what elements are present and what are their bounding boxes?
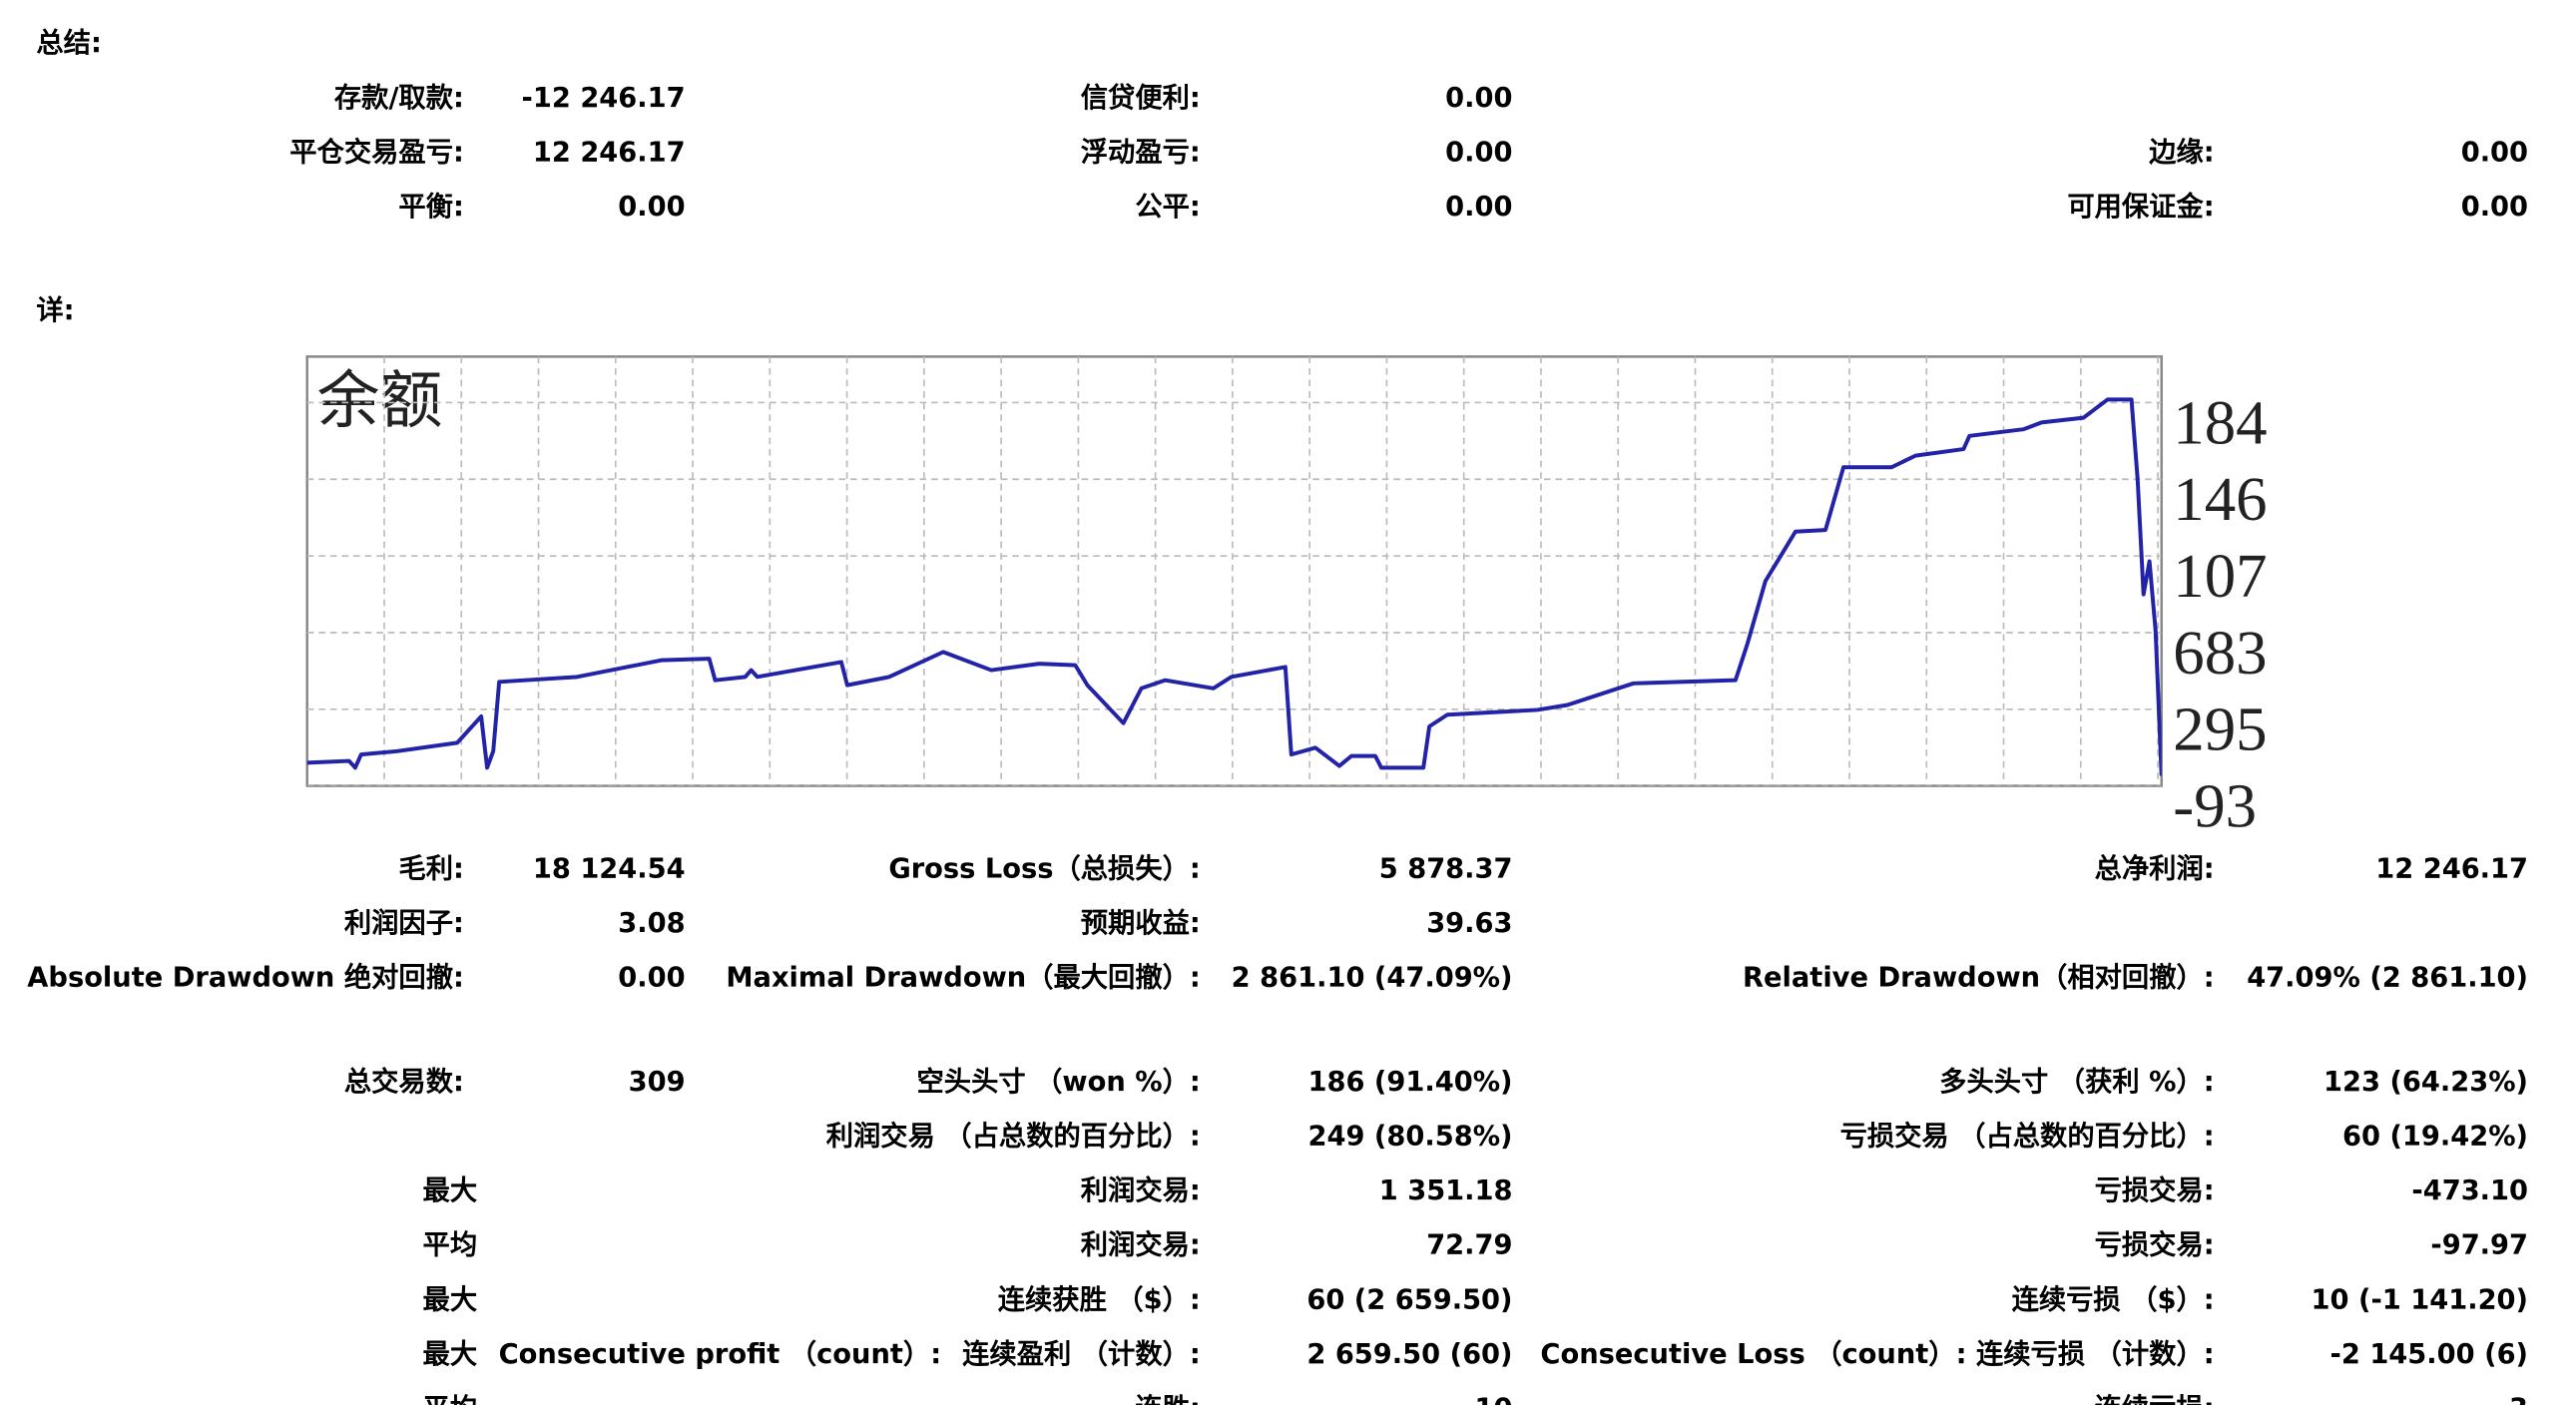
plot-area (306, 356, 2162, 786)
field-value: 0.00 (2461, 137, 2528, 168)
field-value: 0.00 (1445, 137, 1512, 168)
field-label: 亏损交易: (2095, 1174, 2215, 1206)
field-label: 连续获胜 （$）: (998, 1283, 1201, 1315)
field-value: 60 (2 659.50) (1306, 1284, 1512, 1315)
chart-frame (305, 355, 2163, 787)
field-value: 5 878.37 (1379, 853, 1513, 884)
field-label: 最大 (423, 1284, 478, 1315)
field-label: Absolute Drawdown 绝对回撤: (27, 962, 464, 994)
field-value: 2 861.10 (47.09%) (1232, 963, 1513, 994)
field-value: 309 (629, 1067, 686, 1098)
field-value: 1 351.18 (1379, 1175, 1513, 1206)
field-label: 连续盈利 （计数）: (962, 1338, 1201, 1370)
field-value: 12 246.17 (2375, 853, 2528, 884)
field-label: 存款/取款: (334, 82, 464, 114)
y-tick-label: 295 (2173, 695, 2267, 764)
section-heading: 详: (36, 294, 74, 326)
field-label: 亏损交易: (2095, 1229, 2215, 1261)
field-label: 利润因子: (344, 907, 464, 939)
field-label: 总交易数: (344, 1066, 464, 1098)
field-value: 3 (2509, 1393, 2528, 1405)
field-label: 连续亏损 （$）: (2012, 1283, 2215, 1315)
field-label: 浮动盈亏: (1081, 136, 1201, 168)
field-label: 边缘: (2149, 137, 2214, 168)
field-label: 预期收益: (1081, 908, 1201, 939)
field-label: 利润交易 （占总数的百分比）: (826, 1120, 1201, 1152)
field-value: 249 (80.58%) (1307, 1121, 1512, 1152)
y-tick-label: 107 (2173, 541, 2267, 611)
field-label: Consecutive profit （count）: (499, 1339, 941, 1370)
field-label: 平均 (423, 1393, 478, 1405)
field-label: 可用保证金: (2067, 191, 2214, 223)
y-tick-label: -93 (2173, 770, 2257, 840)
field-value: 39.63 (1426, 908, 1512, 939)
field-value: -473.10 (2411, 1175, 2528, 1206)
y-tick-label: 184 (2173, 387, 2267, 457)
field-label: 多头头寸 （获利 %）: (1939, 1067, 2214, 1098)
field-value: -97.97 (2430, 1230, 2528, 1261)
balance-line (306, 397, 2162, 776)
field-value: 47.09% (2 861.10) (2247, 963, 2528, 994)
section-heading: 总结: (36, 28, 101, 59)
field-value: 0.00 (618, 963, 685, 994)
y-tick-label: 146 (2173, 464, 2267, 534)
field-label: Gross Loss（总损失）: (888, 853, 1200, 884)
field-value: 18 124.54 (533, 853, 686, 884)
field-value: -12 246.17 (522, 83, 686, 114)
field-label: 空头头寸 （won %）: (917, 1066, 1201, 1098)
field-label: Relative Drawdown（相对回撤）: (1743, 962, 2215, 994)
field-value: 2 659.50 (60) (1306, 1339, 1512, 1370)
field-label: 信贷便利: (1081, 83, 1201, 114)
field-label: 连胜: (1135, 1392, 1200, 1405)
field-label: 总净利润: (2095, 852, 2215, 884)
field-label: 利润交易: (1081, 1229, 1201, 1261)
y-tick-label: 683 (2173, 618, 2267, 688)
field-label: 平衡: (398, 192, 463, 223)
field-value: 0.00 (1445, 192, 1512, 223)
field-label: Consecutive Loss （count）: 连续亏损 （计数）: (1540, 1338, 2214, 1370)
field-value: 12 246.17 (533, 137, 686, 168)
field-label: 毛利: (398, 853, 463, 884)
field-value: 0.00 (1445, 83, 1512, 114)
field-label: 利润交易: (1081, 1174, 1201, 1206)
field-label: 亏损交易 （占总数的百分比）: (1840, 1120, 2215, 1152)
field-value: 10 (1475, 1393, 1513, 1405)
field-value: 186 (91.40%) (1307, 1067, 1512, 1098)
field-label: Maximal Drawdown（最大回撤）: (726, 962, 1200, 994)
field-value: 72.79 (1426, 1230, 1512, 1261)
field-label: 最大 (423, 1339, 478, 1370)
field-label: 平均 (423, 1230, 478, 1261)
chart-title: 余额 (317, 366, 443, 436)
field-label: 最大 (423, 1175, 478, 1206)
field-value: 0.00 (618, 192, 685, 223)
field-label: 连续亏损: (2095, 1392, 2215, 1405)
field-label: 公平: (1135, 192, 1200, 223)
field-value: -2 145.00 (6) (2330, 1339, 2528, 1370)
field-value: 10 (-1 141.20) (2312, 1284, 2528, 1315)
field-value: 0.00 (2461, 192, 2528, 223)
field-value: 123 (64.23%) (2323, 1067, 2528, 1098)
field-value: 3.08 (618, 908, 685, 939)
field-value: 60 (19.42%) (2342, 1121, 2528, 1152)
field-label: 平仓交易盈亏: (289, 136, 464, 168)
